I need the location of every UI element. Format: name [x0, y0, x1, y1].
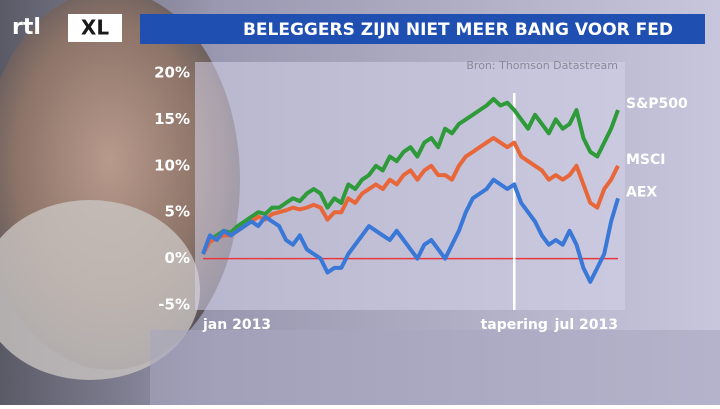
logo-brand: rtl: [12, 15, 41, 40]
x-tick-label: jul 2013: [554, 317, 618, 333]
x-tick-label: tapering: [481, 317, 548, 333]
y-tick-label: -5%: [158, 296, 190, 314]
photo-shade: [150, 330, 720, 405]
logo-box: [68, 14, 122, 42]
series-line: [201, 177, 620, 284]
y-tick-label: 15%: [154, 110, 190, 128]
series-label: AEX: [626, 184, 657, 200]
photo-beard: [0, 200, 200, 380]
title-banner: [140, 14, 705, 44]
y-tick-label: 10%: [154, 156, 190, 174]
y-tick-label: 20%: [154, 64, 190, 82]
plot-panel: [195, 62, 625, 310]
logo-product: XL: [81, 16, 109, 40]
x-tick-label: jan 2013: [202, 317, 271, 333]
series-label: MSCI: [626, 152, 666, 168]
series-line: [201, 97, 620, 255]
series-label: S&P500: [626, 96, 688, 112]
source: Bron: Thomson Datastream: [466, 59, 618, 72]
y-tick-label: 5%: [165, 203, 190, 221]
series-line: [201, 136, 620, 255]
chart-title: BELEGGERS ZIJN NIET MEER BANG VOOR FED: [243, 20, 673, 40]
y-tick-label: 0%: [165, 249, 190, 267]
